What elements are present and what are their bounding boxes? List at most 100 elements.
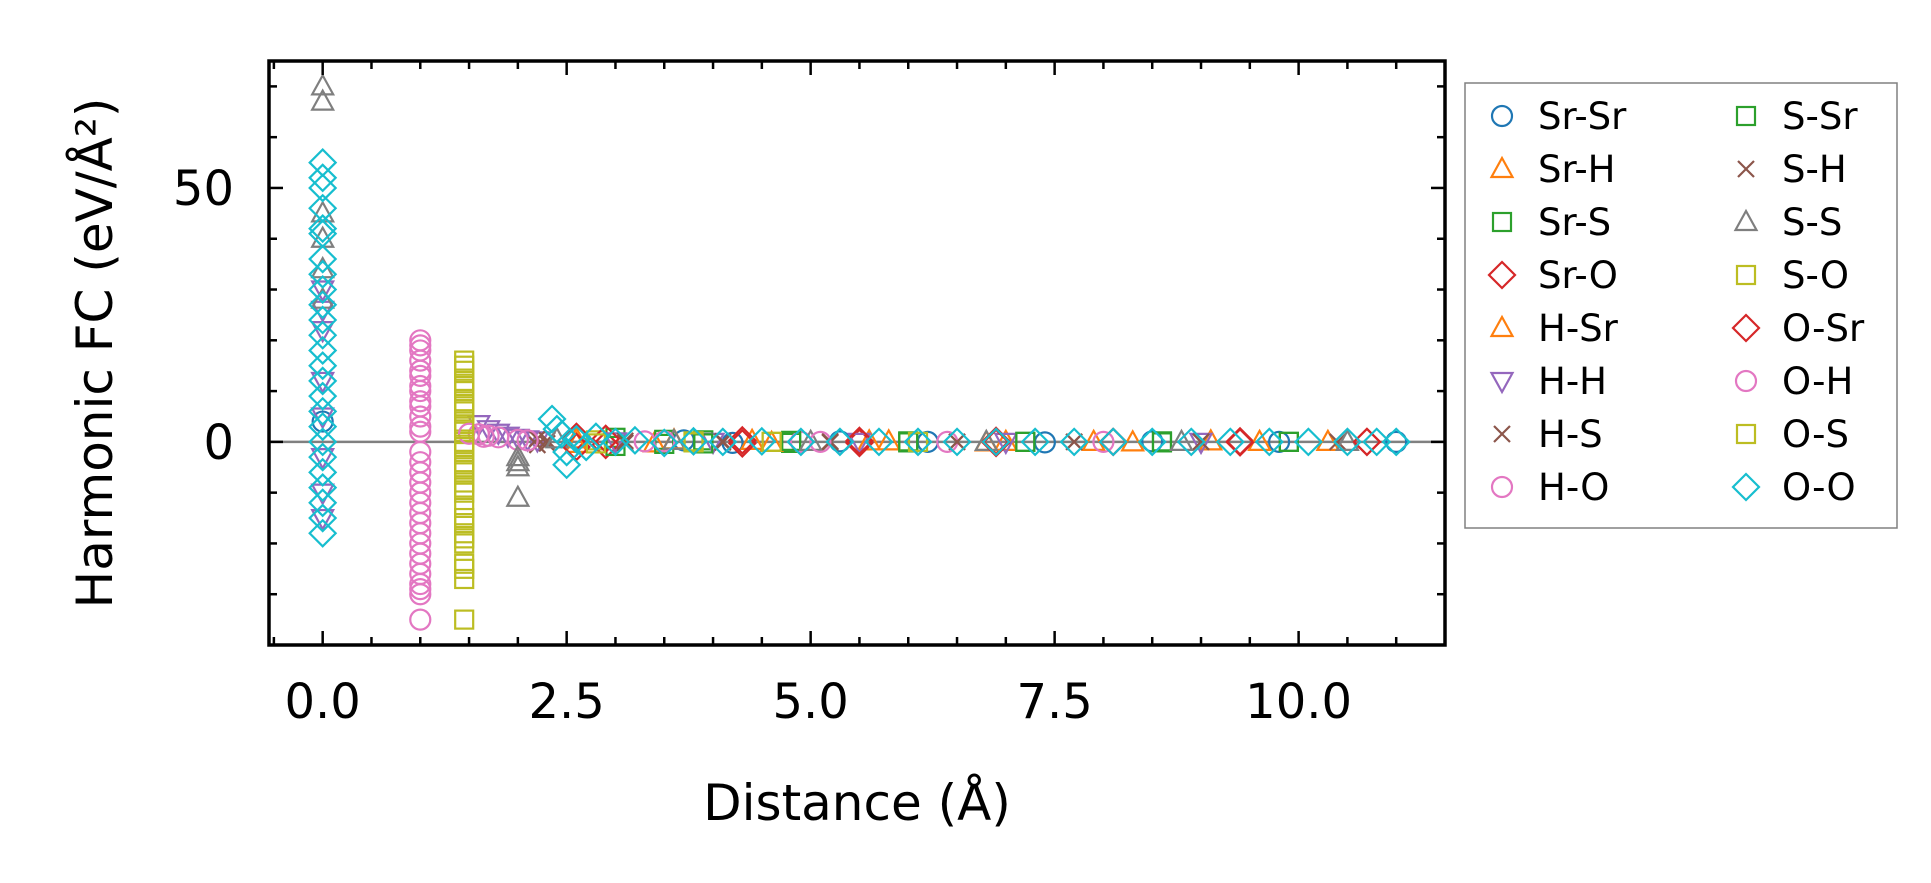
legend-label: H-O [1538,466,1609,509]
data-point [1362,427,1392,457]
data-point [310,448,336,471]
data-point [308,518,338,548]
legend-item: H-Sr [1489,307,1619,350]
data-point [308,503,338,533]
data-point [844,426,874,456]
legend-marker [1487,260,1517,290]
data-point [308,473,338,503]
series-h-o [409,329,1115,631]
data-point [678,426,709,456]
series-s-h [528,431,1210,454]
data-point [308,412,338,442]
data-point [1328,433,1347,451]
legend-marker [1733,208,1759,232]
x-tick-label: 5.0 [772,674,848,730]
data-point [591,430,621,460]
data-point [454,416,475,437]
data-point [310,371,336,395]
data-point [308,396,338,426]
y-axis-label: Harmonic FC (eV/Å²) [66,98,124,609]
legend-marker [1734,369,1758,393]
legend-label: H-Sr [1538,307,1619,350]
legend-label: S-Sr [1782,95,1858,138]
legend-item: S-S [1733,201,1842,244]
data-point [1098,427,1128,457]
legend-marker [1490,104,1514,128]
data-point [505,453,531,477]
data-point [1151,432,1173,453]
data-point [1059,427,1089,457]
x-tick-label: 7.5 [1016,674,1092,730]
tick-labels: 0.0 2.5 5.0 7.5 10.0 0 50 [173,161,1352,730]
data-point [1020,427,1050,457]
data-point [581,422,611,452]
data-point [603,432,628,455]
x-tick-label: 2.5 [528,674,604,730]
legend-marker [1489,371,1515,395]
data-point [454,375,475,397]
data-point [993,432,1019,456]
data-point [454,528,475,549]
data-point [409,415,432,438]
data-point [525,431,550,454]
data-point [1335,428,1360,451]
data-point [1278,431,1299,452]
data-point [1293,427,1323,457]
data-point [505,443,531,467]
legend-item: O-S [1735,413,1849,456]
data-point [472,425,495,448]
legend-label: O-Sr [1782,307,1865,350]
data-point [476,420,501,443]
legend-item: O-Sr [1731,307,1865,350]
data-point [308,305,338,335]
data-point [798,428,824,451]
x-axis-label: Distance (Å) [703,774,1011,832]
data-point [993,428,1019,451]
data-point [505,484,531,507]
data-point [409,583,432,606]
legend-item: S-O [1735,254,1849,297]
legend-frame [1464,82,1898,529]
plot-frame [267,59,1447,647]
data-point [786,427,816,457]
legend-item: O-O [1731,466,1856,509]
legend-marker [1489,155,1515,179]
x-tick-label: 10.0 [1245,674,1352,730]
data-point [1169,428,1194,451]
data-point [948,433,966,451]
data-point [1192,433,1210,451]
data-point [761,431,782,452]
data-point [620,425,650,455]
data-point [1081,428,1107,451]
legend-label: H-H [1538,360,1607,403]
axis-ticks [269,61,1447,647]
legend-label: H-S [1538,413,1603,456]
data-point [454,497,475,518]
legend-marker [1737,160,1755,178]
data-point [876,428,902,451]
data-point [308,351,338,381]
plot-area [267,59,1447,647]
legend-marker [1735,423,1757,445]
data-point [308,214,338,244]
data-point [454,396,475,417]
data-point [1352,427,1382,457]
legend-label: S-S [1782,201,1842,244]
data-point [310,280,336,303]
data-point [308,290,338,320]
data-point [409,572,432,596]
legend-marker [1491,211,1513,233]
data-point [454,513,475,534]
data-point [1176,427,1206,457]
data-point [825,427,855,457]
data-point [571,432,601,462]
data-point [708,427,738,457]
legend-marker [1735,264,1757,286]
legend-item: Sr-O [1487,254,1618,297]
legend-marker [1490,475,1514,499]
data-point [308,173,338,203]
data-point [454,477,475,498]
data-point [409,405,432,428]
data-point [308,320,338,350]
